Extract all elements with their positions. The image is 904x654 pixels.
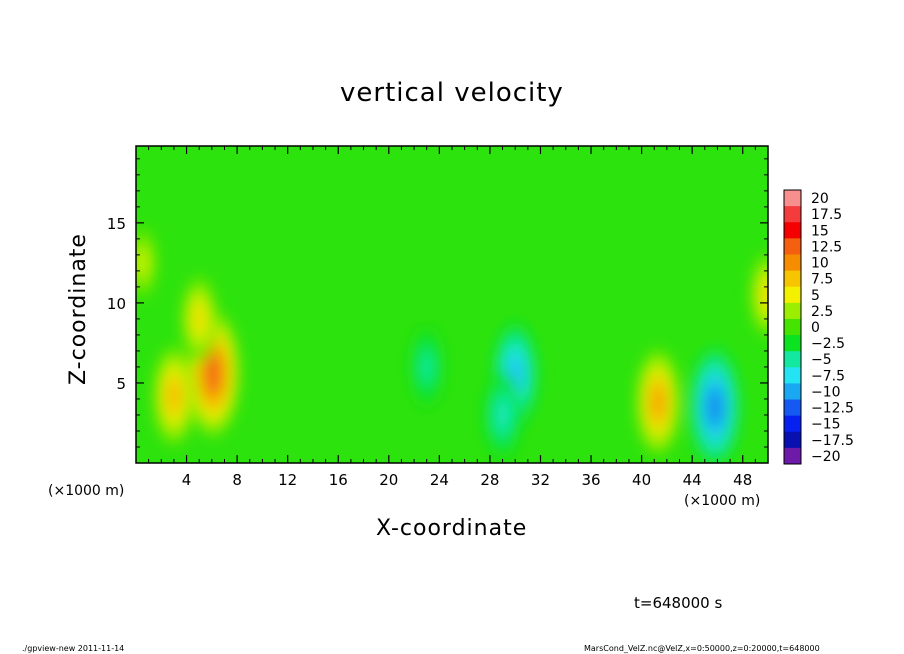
heatmap-cell-updraft — [650, 384, 666, 421]
y-tick-label: 5 — [116, 375, 126, 393]
colorbar-swatch — [784, 270, 801, 288]
colorbar-swatch — [784, 447, 801, 465]
colorbar-label: 5 — [811, 288, 820, 304]
colorbar-label: 12.5 — [811, 239, 842, 255]
x-tick-label: 24 — [430, 471, 449, 489]
heatmap-cell-updraft — [137, 250, 148, 276]
colorbar-swatch — [784, 286, 801, 304]
colorbar-frame — [783, 189, 802, 465]
colorbar-label: 10 — [811, 256, 829, 272]
x-tick-label: 48 — [733, 471, 752, 489]
colorbar-label: −17.5 — [811, 433, 854, 449]
time-label: t=648000 s — [634, 594, 723, 612]
colorbar-swatch — [784, 254, 801, 272]
colorbar-label: −15 — [811, 417, 841, 433]
colorbar-label: 7.5 — [811, 272, 833, 288]
x-tick-label: 20 — [379, 471, 398, 489]
y-axis-label: Z-coordinate — [66, 233, 91, 385]
x-tick-label: 28 — [480, 471, 499, 489]
x-tick-label: 16 — [329, 471, 348, 489]
colorbar-label: −2.5 — [811, 336, 845, 352]
colorbar-label: −20 — [811, 449, 841, 465]
heatmap-cell-updraft — [192, 304, 206, 334]
colorbar-swatch — [784, 431, 801, 449]
y-tick-label: 15 — [107, 215, 126, 233]
heatmap-cell-downdraft — [496, 400, 509, 430]
colorbar-label: 20 — [811, 191, 829, 207]
heatmap-features — [136, 226, 768, 463]
colorbar-label: −10 — [811, 384, 841, 400]
x-tick-label: 8 — [232, 471, 242, 489]
heatmap-cell-updraft — [203, 352, 223, 395]
x-axis-unit-left: (×1000 m) — [48, 483, 125, 499]
colorbar-swatch — [784, 383, 801, 401]
footer-right: MarsCond_VelZ.nc@VelZ,x=0:50000,z=0:2000… — [584, 644, 820, 653]
colorbar-swatch — [784, 222, 801, 239]
colorbar-label: −7.5 — [811, 368, 845, 384]
x-tick-label: 44 — [683, 471, 702, 489]
colorbar-swatch — [784, 206, 801, 223]
x-tick-label: 4 — [182, 471, 192, 489]
chart-title: vertical velocity — [340, 78, 564, 108]
heatmap-cell-updraft — [761, 280, 768, 310]
heatmap-cell-updraft — [166, 378, 182, 413]
colorbar-swatch — [784, 351, 801, 368]
colorbar-label: 0 — [811, 320, 820, 336]
colorbar-swatch — [784, 335, 801, 352]
colorbar-label: −12.5 — [811, 401, 854, 417]
colorbar-swatch — [784, 415, 801, 433]
colorbar-label: 15 — [811, 223, 829, 239]
x-tick-label: 32 — [531, 471, 550, 489]
x-tick-label: 12 — [278, 471, 297, 489]
colorbar-swatch — [784, 302, 801, 320]
colorbar-swatch — [784, 399, 801, 417]
colorbar-label: 17.5 — [811, 207, 842, 223]
colorbar-swatch — [784, 367, 801, 384]
y-tick-label: 10 — [107, 295, 126, 313]
colorbar-label: −5 — [811, 352, 832, 368]
colorbar-swatch — [784, 318, 801, 336]
x-axis-unit-right: (×1000 m) — [684, 493, 761, 509]
colorbar-label: 2.5 — [811, 304, 833, 320]
heatmap-cell-downdraft — [420, 353, 433, 381]
x-tick-label: 36 — [581, 471, 600, 489]
x-tick-label: 40 — [632, 471, 651, 489]
colorbar-swatch — [784, 238, 801, 255]
footer-left: ./gpview-new 2011-11-14 — [22, 644, 125, 653]
colorbar-swatch — [784, 190, 801, 207]
heatmap-cell-downdraft — [706, 386, 724, 428]
x-axis-label: X-coordinate — [376, 516, 528, 541]
